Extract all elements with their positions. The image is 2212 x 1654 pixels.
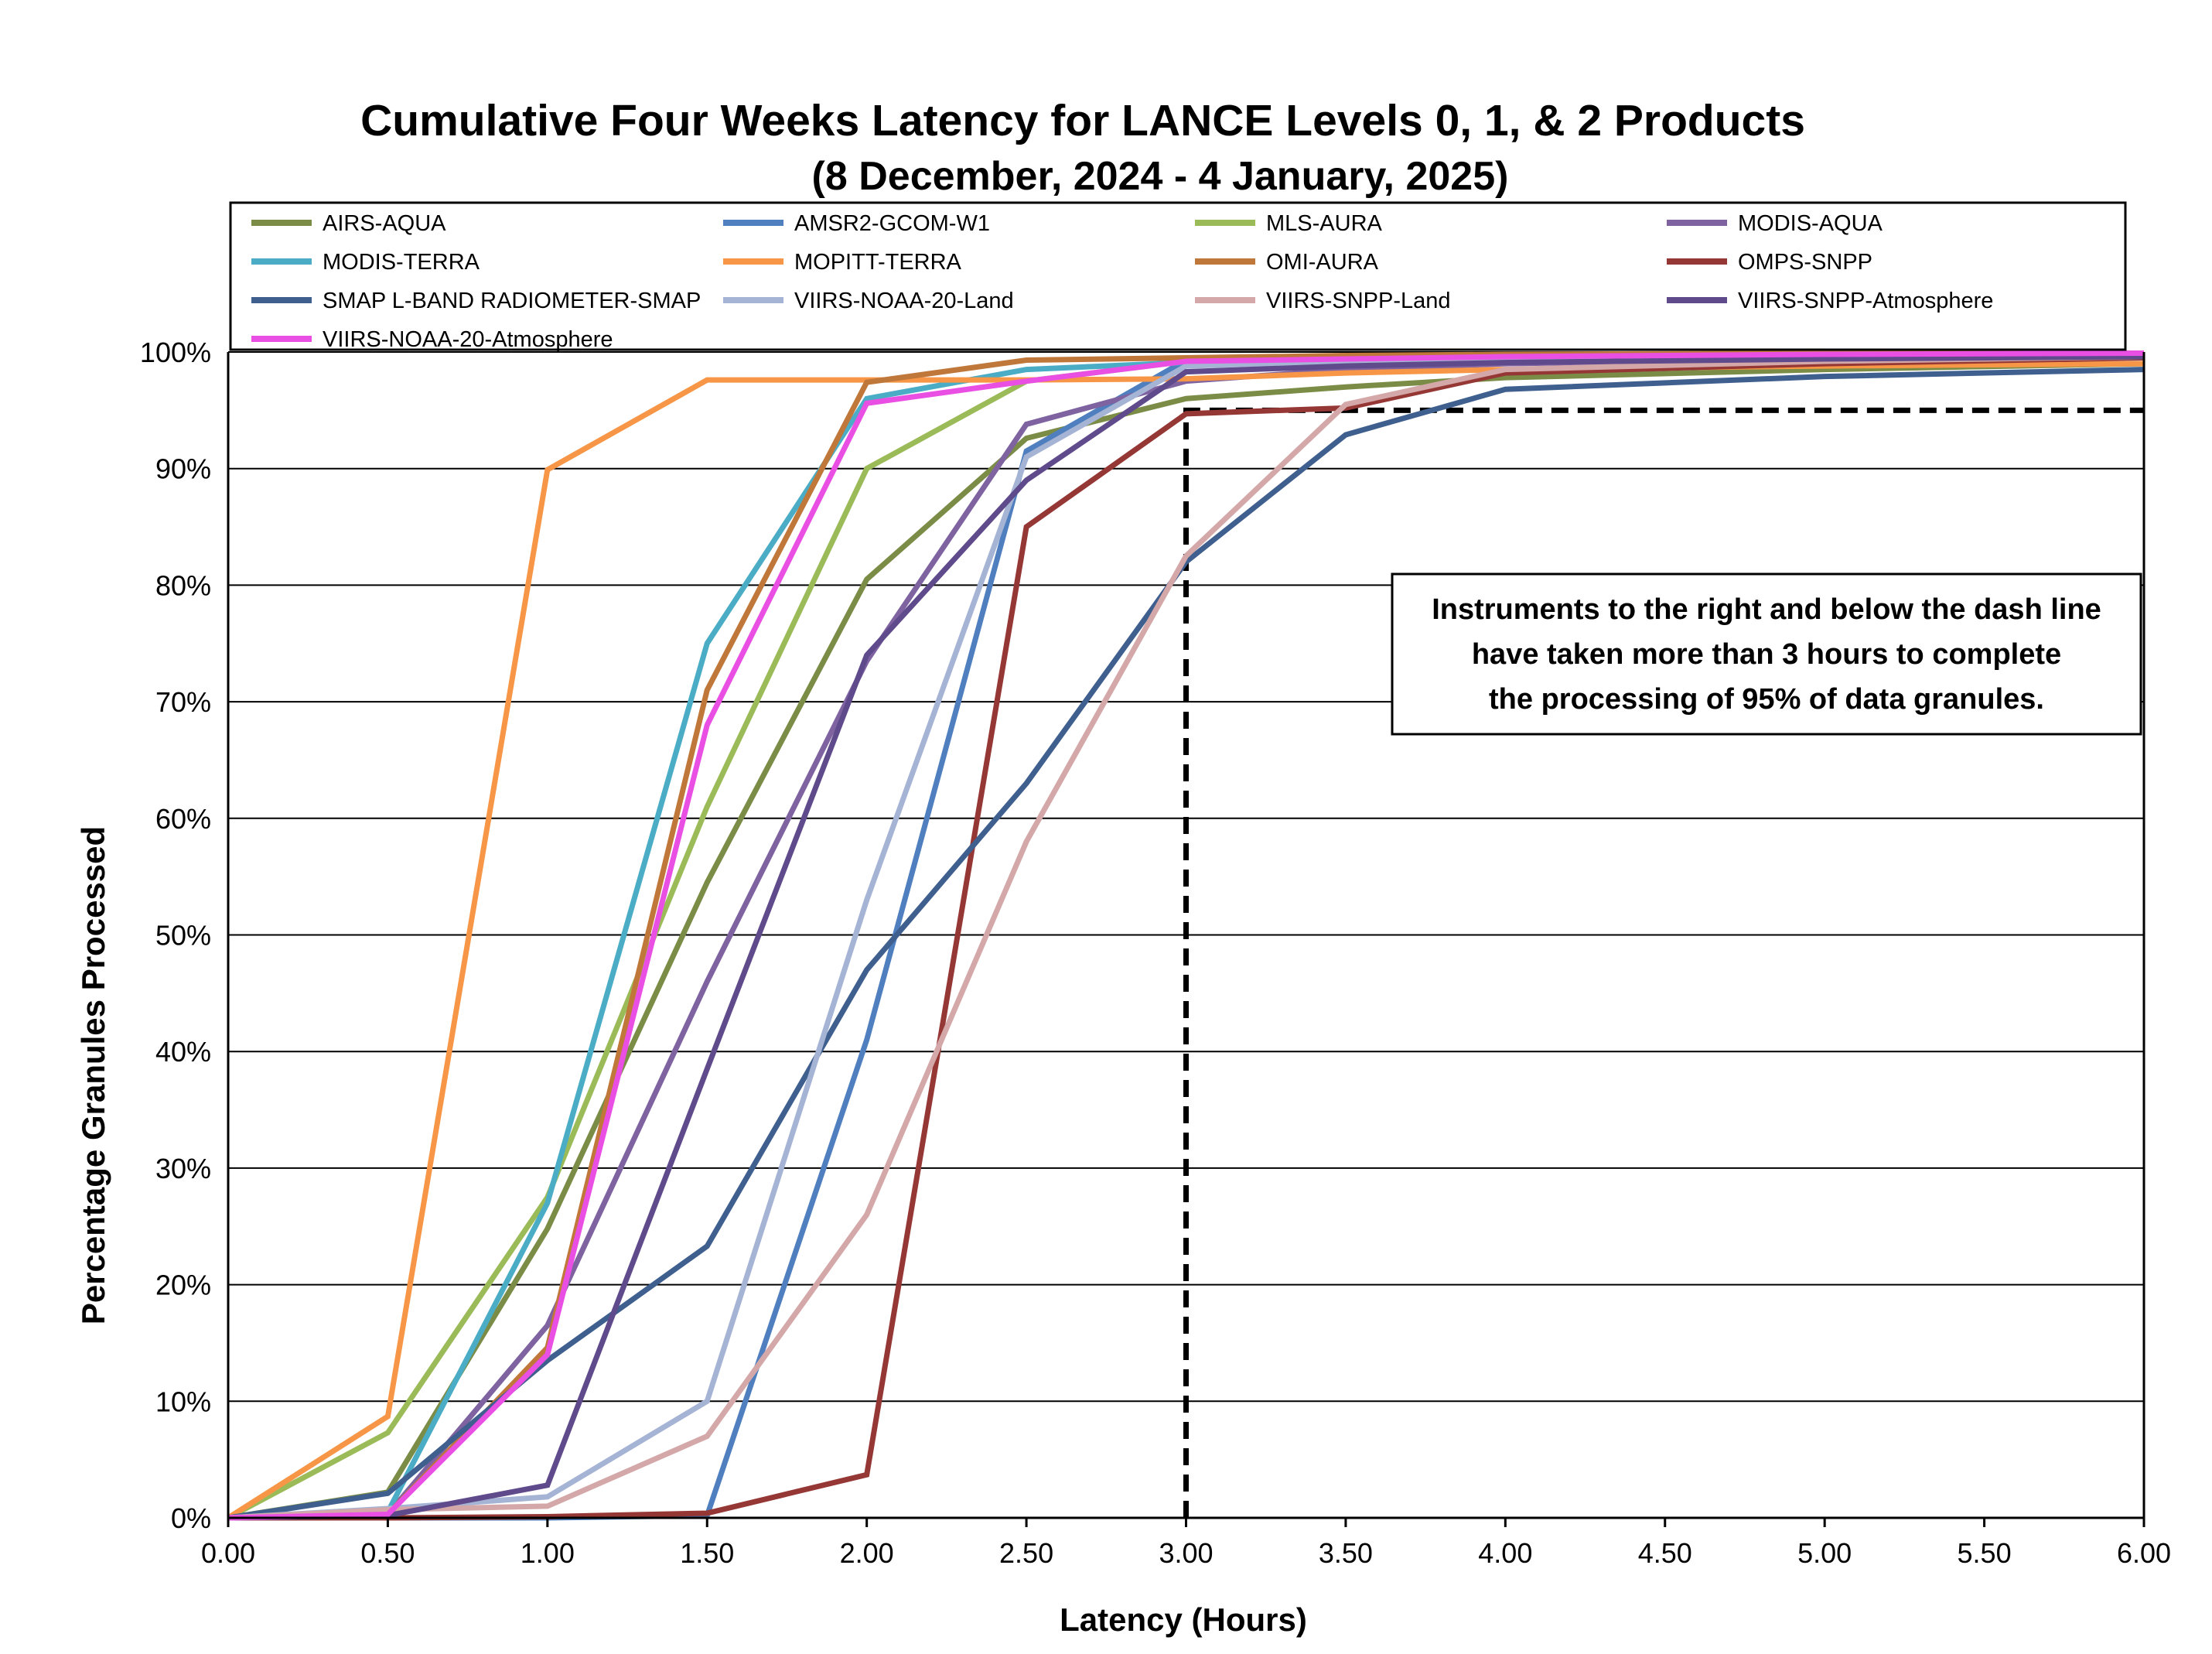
- x-tick-label: 3.50: [1319, 1537, 1373, 1569]
- y-tick-labels: 0% 10% 20% 30% 40% 50% 60% 70% 80% 90% 100%: [140, 337, 211, 1534]
- legend-item: OMPS-SNPP: [1667, 250, 1872, 275]
- series-line-11: [227, 354, 2145, 1521]
- legend-item: MODIS-TERRA: [251, 250, 480, 275]
- series-line-10: [227, 354, 2145, 1521]
- y-tick-label: 90%: [155, 453, 211, 485]
- x-tick-label: 0.50: [360, 1537, 415, 1569]
- x-tick-label: 5.00: [1797, 1537, 1852, 1569]
- y-tick-label: 30%: [155, 1153, 211, 1184]
- plot-frame: [227, 352, 2145, 1527]
- legend-item: MLS-AURA: [1195, 211, 1383, 236]
- x-tick-label: 2.00: [840, 1537, 894, 1569]
- reference-line-group: [1183, 407, 2144, 1518]
- legend-item: AMSR2-GCOM-W1: [723, 211, 990, 236]
- legend-label: OMPS-SNPP: [1738, 250, 1872, 275]
- x-tick-label: 1.00: [521, 1537, 575, 1569]
- y-tick-label: 70%: [155, 686, 211, 718]
- x-tick-labels: 0.00 0.50 1.00 1.50 2.00 2.50 3.00 3.50 4.00 4.50…: [201, 1537, 2171, 1569]
- legend-item: SMAP L-BAND RADIOMETER-SMAP: [251, 289, 701, 313]
- legend-label: VIIRS-NOAA-20-Atmosphere: [323, 327, 613, 352]
- y-tick-label: 60%: [155, 803, 211, 835]
- y-tick-label: 40%: [155, 1036, 211, 1068]
- y-tick-label: 80%: [155, 569, 211, 601]
- legend-item: VIIRS-NOAA-20-Land: [723, 289, 1014, 313]
- series-line-0: [227, 361, 2145, 1521]
- legend-item: VIIRS-SNPP-Atmosphere: [1667, 289, 1993, 313]
- legend-item: MODIS-AQUA: [1667, 211, 1883, 236]
- chart-title: Cumulative Four Weeks Latency for LANCE …: [360, 96, 1805, 145]
- legend-label: VIIRS-SNPP-Land: [1266, 289, 1451, 313]
- legend-label: VIIRS-SNPP-Atmosphere: [1738, 289, 1993, 313]
- legend-label: MLS-AURA: [1266, 211, 1383, 236]
- series-lines: [227, 350, 2145, 1521]
- legend-label: AIRS-AQUA: [323, 211, 446, 236]
- y-tick-label: 10%: [155, 1386, 211, 1417]
- legend-label: MOPITT-TERRA: [794, 250, 962, 275]
- x-tick-label: 5.50: [1958, 1537, 2012, 1569]
- x-axis-label: Latency (Hours): [1060, 1601, 1307, 1638]
- legend-label: AMSR2-GCOM-W1: [794, 211, 990, 236]
- y-tick-label: 100%: [140, 337, 211, 368]
- y-axis-label: Percentage Granules Processed: [75, 826, 111, 1324]
- x-tick-label: 3.00: [1159, 1537, 1213, 1569]
- annotation-line: the processing of 95% of data granules.: [1489, 683, 2044, 716]
- x-tick-label: 4.50: [1638, 1537, 1692, 1569]
- y-tick-label: 50%: [155, 920, 211, 952]
- legend-item: VIIRS-NOAA-20-Atmosphere: [251, 327, 613, 352]
- legend-label: MODIS-TERRA: [323, 250, 480, 275]
- y-tick-label: 20%: [155, 1270, 211, 1301]
- x-tick-label: 1.50: [680, 1537, 734, 1569]
- legend-item: OMI-AURA: [1195, 250, 1379, 275]
- x-tick-label: 0.00: [201, 1537, 255, 1569]
- annotation-text: Instruments to the right and below the d…: [1432, 593, 2101, 716]
- series-line-12: [227, 350, 2145, 1521]
- x-tick-label: 6.00: [2117, 1537, 2171, 1569]
- y-tick-label: 0%: [171, 1502, 211, 1534]
- reference-dashed-line: [1183, 407, 2144, 1518]
- annotation-line: have taken more than 3 hours to complete: [1472, 638, 2061, 671]
- legend-label: OMI-AURA: [1266, 250, 1379, 275]
- annotation-line: Instruments to the right and below the d…: [1432, 593, 2101, 626]
- annotation-box: Instruments to the right and below the d…: [1391, 572, 2142, 736]
- legend: AIRS-AQUA AMSR2-GCOM-W1 MLS-AURA MODIS-AQUA…: [251, 211, 1993, 352]
- x-tick-label: 4.00: [1478, 1537, 1532, 1569]
- x-tick-label: 2.50: [999, 1537, 1053, 1569]
- chart-subtitle: (8 December, 2024 - 4 January, 2025): [812, 154, 1509, 199]
- legend-label: MODIS-AQUA: [1738, 211, 1883, 236]
- legend-box: [229, 201, 2127, 351]
- legend-item: MOPITT-TERRA: [723, 250, 962, 275]
- legend-label: VIIRS-NOAA-20-Land: [794, 289, 1014, 313]
- legend-item: VIIRS-SNPP-Land: [1195, 289, 1451, 313]
- legend-item: AIRS-AQUA: [251, 211, 446, 236]
- legend-label: SMAP L-BAND RADIOMETER-SMAP: [323, 289, 701, 313]
